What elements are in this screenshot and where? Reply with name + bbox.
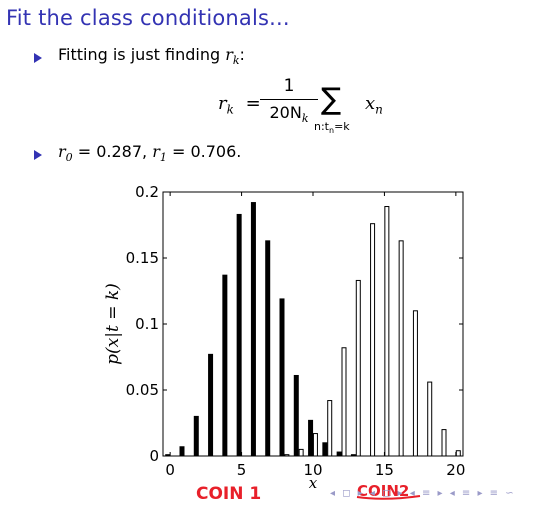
coin2-bar-16	[398, 240, 404, 457]
coin1-bar-2	[193, 415, 199, 457]
coin2-bar-19	[441, 429, 447, 457]
eq-term-sub: n	[375, 102, 383, 117]
eq-sum-index-rest: =k	[334, 120, 350, 133]
coin2-annotation: COIN2	[357, 482, 409, 500]
r0-sub: 0	[65, 151, 73, 165]
coin2-bar-15	[384, 206, 390, 457]
coin1-bar-4	[222, 274, 228, 457]
eq-lhs-sub: k	[226, 102, 234, 117]
coin1-bar-8	[279, 298, 285, 457]
coin2-bar-9	[298, 448, 304, 457]
bullet-fitting: Fitting is just finding rk:	[58, 45, 245, 67]
bullet-fitting-sub: k	[232, 54, 240, 68]
coin1-bar-9	[293, 374, 299, 457]
bullet-fitting-text: Fitting is just finding	[58, 45, 221, 64]
r1-value: = 0.706.	[166, 142, 242, 161]
beamer-navigation-icons[interactable]: ◂ ◻ ▸ ◂ ◻ ▸ ◂ ≡ ▸ ◂ ≡ ▸ ≡ ∽	[330, 488, 516, 499]
slide-title: Fit the class conditionals...	[6, 6, 290, 30]
coin2-bar-12	[341, 347, 347, 457]
coin1-annotation: COIN 1	[196, 484, 261, 504]
x-axis-label: x	[309, 474, 318, 492]
eq-term: x	[365, 93, 376, 114]
eq-sum-index-main: n:t	[314, 120, 329, 133]
x-tick-label: 20	[446, 461, 465, 479]
y-axis-label: p(x|t = k)	[103, 283, 123, 365]
coin1-bar-3	[208, 353, 214, 457]
r1-sub: 1	[159, 151, 167, 165]
chart-bars	[165, 202, 461, 457]
bullet-fitting-colon: :	[239, 45, 245, 64]
coin1-bar-10	[308, 419, 314, 457]
eq-sum-symbol: ∑	[321, 82, 342, 117]
coin1-bar-1	[179, 446, 185, 457]
coin2-bar-13	[355, 279, 361, 457]
eq-denominator: 20N	[269, 103, 302, 123]
bullet-fitting-var: r	[225, 45, 233, 64]
eq-equals: =	[245, 93, 261, 114]
coin2-bar-20	[455, 450, 461, 457]
y-tick-label: 0	[149, 447, 159, 465]
chart-ticks: 0 5 10 15 20 0 0.05 0.1 0.15 0.2	[126, 183, 466, 479]
eq-denominator-sub: k	[301, 112, 309, 126]
bullet-arrow-icon	[34, 53, 42, 63]
y-tick-label: 0.1	[135, 315, 159, 333]
eq-lhs: r	[218, 93, 227, 114]
x-tick-label: 10	[303, 461, 322, 479]
coin1-bar-7	[265, 240, 271, 457]
bullet-arrow-icon	[34, 150, 42, 160]
y-tick-label: 0.2	[135, 183, 159, 201]
r0-value: = 0.287,	[72, 142, 153, 161]
coin1-bar-12	[336, 451, 342, 457]
coin1-bar-5	[236, 213, 242, 457]
eq-fraction: 1 20Nk	[260, 76, 318, 126]
eq-sum-index: n:tn=k	[314, 120, 350, 135]
eq-numerator: 1	[283, 76, 295, 96]
fit-equation: rk = 1 20Nk ∑ n:tn=k xn	[218, 72, 418, 142]
x-tick-label: 15	[375, 461, 394, 479]
eq-fraction-bar	[260, 99, 318, 101]
coin2-underline	[356, 495, 421, 500]
eq-sum-index-sub: n	[329, 126, 335, 136]
coin1-bar-6	[250, 202, 256, 457]
coin1-bar-11	[322, 442, 328, 457]
coin2-bar-18	[427, 381, 433, 457]
plot-frame	[162, 191, 464, 457]
y-tick-label: 0.05	[126, 381, 159, 399]
coin2-bar-11	[327, 400, 333, 457]
x-tick-label: 0	[165, 461, 175, 479]
coin2-bar-17	[412, 310, 418, 457]
handwritten-annotations: COIN 1 COIN2	[196, 482, 421, 504]
x-tick-label: 5	[237, 461, 247, 479]
bullet-values: r0 = 0.287, r1 = 0.706.	[58, 142, 242, 165]
coin2-bar-10	[312, 433, 318, 457]
coin2-bar-14	[370, 223, 376, 457]
y-tick-label: 0.15	[126, 249, 159, 267]
